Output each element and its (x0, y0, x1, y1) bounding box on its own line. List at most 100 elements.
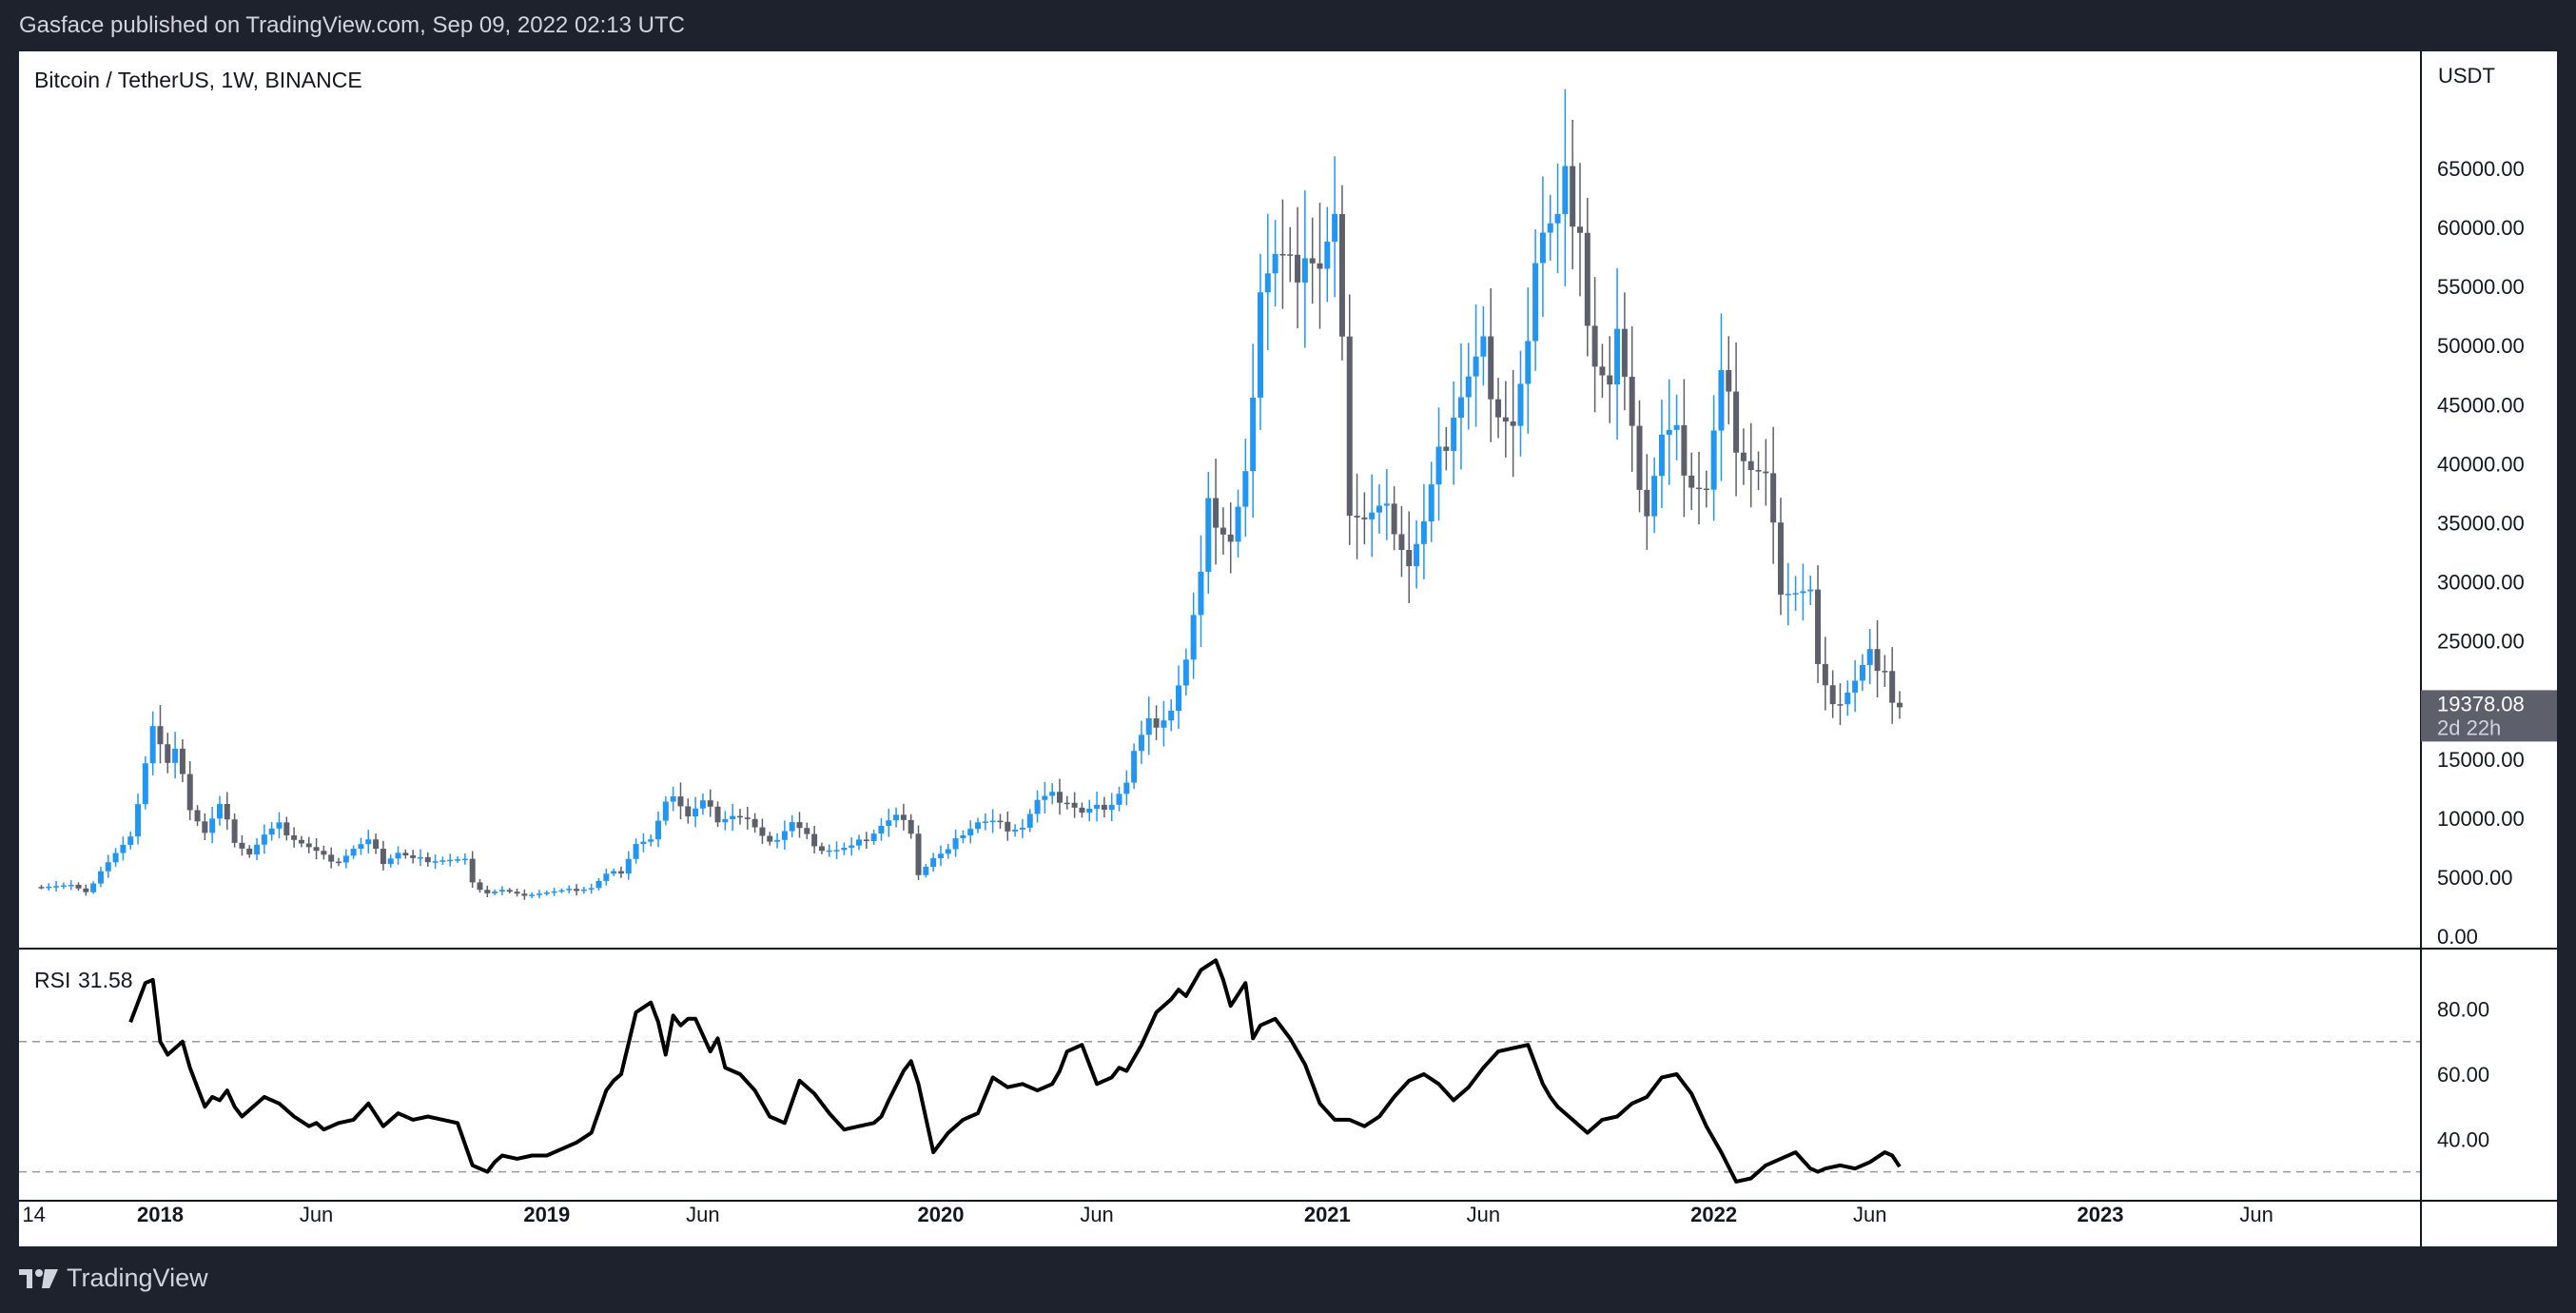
candle-body (402, 852, 409, 856)
candle-body (1317, 263, 1323, 269)
rsi-pane[interactable] (19, 958, 2420, 1184)
candle-body (313, 847, 320, 852)
footer: TradingView (0, 1246, 2576, 1313)
price-axis[interactable]: 0.005000.0010000.0015000.0020000.0025000… (2437, 157, 2525, 949)
candle-body (826, 850, 832, 852)
price-tick-label: 65000.00 (2437, 157, 2525, 181)
candle-body (1138, 735, 1144, 752)
candle-body (38, 887, 45, 889)
candle-body (1792, 593, 1799, 595)
candle-body (283, 822, 290, 836)
candle-body (1012, 829, 1019, 832)
candle-body (982, 821, 988, 823)
candle-body (1770, 473, 1777, 523)
candle-body (818, 846, 825, 852)
candle-body (477, 882, 483, 891)
candle-body (1406, 550, 1413, 567)
candle-body (730, 815, 736, 819)
candle-body (1807, 589, 1814, 592)
chart-canvas[interactable]: 0.005000.0010000.0015000.0020000.0025000… (19, 51, 2557, 1246)
candle-body (112, 852, 119, 863)
candle-body (967, 829, 974, 836)
candle-body (358, 844, 364, 850)
candle-body (424, 856, 431, 863)
candle-body (693, 808, 699, 817)
candle-body (1071, 802, 1078, 808)
candle-body (952, 838, 959, 850)
candle-body (849, 845, 855, 849)
rsi-tick-label: 40.00 (2437, 1127, 2489, 1151)
candle-body (930, 858, 937, 868)
currency-label: USDT (2438, 64, 2495, 88)
candle-body (566, 889, 573, 891)
time-tick-label: Jun (1467, 1203, 1500, 1226)
last-price-tag-bg (2421, 690, 2557, 742)
candle-body (774, 839, 781, 842)
time-tick-label: 2023 (2078, 1203, 2124, 1226)
candle-body (975, 822, 982, 830)
candle-body (461, 858, 468, 861)
candle-body (395, 852, 401, 859)
candle-body (915, 833, 922, 875)
candle-body (1525, 341, 1532, 384)
candle-body (1376, 505, 1383, 513)
candle-body (536, 893, 542, 895)
candle-body (239, 842, 245, 849)
rsi-axis[interactable]: 40.00 60.00 80.00 (2437, 998, 2489, 1152)
candle-body (736, 815, 743, 818)
candle-body (1703, 488, 1709, 491)
last-price-tag: 19378.08 2d 22h (2421, 690, 2557, 742)
candle-body (261, 834, 267, 845)
price-pane[interactable] (38, 88, 1903, 900)
candle-body (1815, 589, 1822, 664)
candle-body (1451, 417, 1457, 451)
candle-body (1480, 336, 1487, 357)
candle-body (1599, 366, 1606, 376)
rsi-line (128, 958, 1902, 1184)
candle-body (633, 844, 639, 859)
time-axis[interactable]: 14 2018 Jun 2019 Jun 2020 Jun 2021 Jun 2022 Jun 202… (22, 1203, 2273, 1226)
candle-body (1822, 663, 1828, 686)
candle-body (1168, 711, 1175, 721)
candle-body (1562, 166, 1569, 214)
candle-body (1465, 376, 1472, 398)
candle-body (751, 818, 758, 828)
publish-header: Gasface published on TradingView.com, Se… (0, 0, 2576, 51)
candle-body (1584, 232, 1590, 326)
candle-body (498, 890, 505, 892)
candle-body (1718, 369, 1725, 431)
candle-body (455, 859, 461, 861)
candle-body (1607, 375, 1613, 385)
candle-body (1369, 512, 1376, 519)
candle-body (83, 888, 89, 892)
candle-body (1837, 704, 1844, 706)
candle-body (1740, 452, 1747, 461)
time-tick-label: 2018 (137, 1203, 184, 1226)
candle-body (469, 858, 476, 883)
candle-body (1495, 399, 1502, 418)
candle-body (506, 890, 513, 892)
candle-body (1614, 328, 1621, 385)
candle-body (179, 748, 185, 774)
candle-body (1242, 471, 1249, 507)
candle-body (759, 827, 766, 836)
candle-body (1866, 649, 1873, 665)
tradingview-brand[interactable]: TradingView (19, 1264, 208, 1293)
candle-body (521, 893, 528, 896)
candle-body (439, 860, 446, 862)
candle-body (1726, 369, 1732, 392)
candle-body (1123, 782, 1130, 794)
candle-body (617, 871, 624, 874)
candle-body (1539, 232, 1546, 264)
candle-body (373, 839, 380, 850)
candle-body (1747, 461, 1754, 471)
candle-body (937, 853, 944, 859)
candle-body (1547, 223, 1553, 233)
chart-frame: 0.005000.0010000.0015000.0020000.0025000… (19, 51, 2557, 1246)
candle-body (1056, 792, 1063, 803)
candle-body (1213, 498, 1220, 528)
candle-body (558, 890, 565, 892)
candle-body (856, 839, 863, 846)
candle-body (1279, 254, 1286, 256)
candle-body (216, 803, 223, 819)
